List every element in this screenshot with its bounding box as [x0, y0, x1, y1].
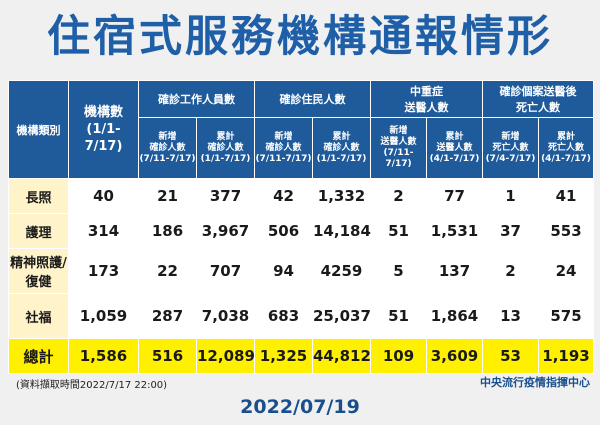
table-cell: 506 [254, 213, 313, 249]
header-severe-group-label: 中重症 送醫人數 [404, 85, 449, 114]
table-cell: 44,812 [312, 338, 371, 374]
table-cell: 575 [538, 293, 594, 339]
table-cell: 683 [254, 293, 313, 339]
table-cell: 1,325 [254, 338, 313, 374]
header-res-total-label: 累計 確診人數 (1/1-7/17) [316, 131, 367, 164]
table-cell: 94 [254, 248, 313, 294]
table-row-total: 總計 1,586 516 12,089 1,325 44,812 109 3,6… [8, 338, 594, 374]
table-cell: 5 [370, 248, 427, 294]
header-staff-group-label: 確診工作人員數 [158, 93, 235, 106]
table-cell: 51 [370, 213, 427, 249]
table-cell: 40 [68, 178, 139, 214]
data-timestamp-note: (資料擷取時間2022/7/17 22:00) [16, 380, 168, 391]
publish-date: 2022/07/19 [240, 396, 360, 418]
header-res-total: 累計 確診人數 (1/1-7/17) [312, 117, 371, 179]
table-cell: 13 [482, 293, 539, 339]
page-title: 住宿式服務機構通報情形 [47, 12, 553, 62]
table-cell: 24 [538, 248, 594, 294]
header-sev-total: 累計 送醫人數 (4/1-7/17) [426, 117, 483, 179]
table-cell: 51 [370, 293, 427, 339]
table-cell: 707 [196, 248, 255, 294]
table-cell: 22 [138, 248, 197, 294]
header-residents-group: 確診住民人數 [254, 80, 371, 118]
table-cell: 109 [370, 338, 427, 374]
table-row: 社福 1,059 287 7,038 683 25,037 51 1,864 1… [8, 293, 594, 339]
table-cell: 53 [482, 338, 539, 374]
table-cell: 12,089 [196, 338, 255, 374]
header-staff-new-label: 新增 確診人數 (7/11-7/17) [139, 131, 196, 164]
table-cell: 1,332 [312, 178, 371, 214]
header-deaths-group: 確診個案送醫後 死亡人數 [482, 80, 594, 118]
table-cell: 2 [370, 178, 427, 214]
header-death-total-label: 累計 死亡人數 (4/1-7/17) [541, 131, 591, 164]
header-staff-total: 累計 確診人數 (1/1-7/17) [196, 117, 255, 179]
table-cell: 7,038 [196, 293, 255, 339]
header-death-new-label: 新增 死亡人數 (7/4-7/17) [485, 131, 536, 164]
table-cell: 516 [138, 338, 197, 374]
table-cell: 287 [138, 293, 197, 339]
header-severe-group: 中重症 送醫人數 [370, 80, 483, 118]
source-label: 中央流行疫情指揮中心 [480, 376, 590, 389]
table-cell: 77 [426, 178, 483, 214]
table-cell: 186 [138, 213, 197, 249]
header-category: 機構類別 [8, 80, 69, 179]
table-cell: 3,967 [196, 213, 255, 249]
header-deaths-group-label: 確診個案送醫後 死亡人數 [499, 85, 577, 114]
table-cell: 21 [138, 178, 197, 214]
header-institutions: 機構數 (1/1-7/17) [68, 80, 139, 179]
row-category: 護理 [8, 213, 69, 249]
table-row: 護理 314 186 3,967 506 14,184 51 1,531 37 … [8, 213, 594, 249]
table-cell: 3,609 [426, 338, 483, 374]
header-staff-total-label: 累計 確診人數 (1/1-7/17) [200, 131, 251, 164]
table-cell: 2 [482, 248, 539, 294]
row-category: 社福 [8, 293, 69, 339]
header-residents-group-label: 確診住民人數 [279, 93, 346, 106]
table-cell: 314 [68, 213, 139, 249]
table-cell: 553 [538, 213, 594, 249]
table-cell: 4259 [312, 248, 371, 294]
table-cell: 37 [482, 213, 539, 249]
row-category: 總計 [8, 338, 69, 374]
header-staff-new: 新增 確診人數 (7/11-7/17) [138, 117, 197, 179]
table-cell: 173 [68, 248, 139, 294]
header-death-total: 累計 死亡人數 (4/1-7/17) [538, 117, 594, 179]
table-cell: 1,864 [426, 293, 483, 339]
table-cell: 1 [482, 178, 539, 214]
table-cell: 1,531 [426, 213, 483, 249]
header-death-new: 新增 死亡人數 (7/4-7/17) [482, 117, 539, 179]
table-cell: 1,059 [68, 293, 139, 339]
table-row: 長照 40 21 377 42 1,332 2 77 1 41 [8, 178, 594, 214]
table-cell: 1,193 [538, 338, 594, 374]
header-sev-new: 新增 送醫人數 (7/11-7/17) [370, 117, 427, 179]
table-cell: 42 [254, 178, 313, 214]
table-cell: 14,184 [312, 213, 371, 249]
header-category-label: 機構類別 [16, 123, 61, 137]
table-cell: 377 [196, 178, 255, 214]
header-sev-total-label: 累計 送醫人數 (4/1-7/17) [429, 131, 480, 164]
row-category: 長照 [8, 178, 69, 214]
table-cell: 137 [426, 248, 483, 294]
header-sev-new-label: 新增 送醫人數 (7/11-7/17) [380, 126, 417, 169]
header-staff-group: 確診工作人員數 [138, 80, 255, 118]
header-institutions-label: 機構數 (1/1-7/17) [83, 105, 123, 154]
table-row: 精神照護/ 復健 173 22 707 94 4259 5 137 2 24 [8, 248, 594, 294]
header-res-new: 新增 確診人數 (7/11-7/17) [254, 117, 313, 179]
statistics-table: 機構類別 機構數 (1/1-7/17) 確診工作人員數 確診住民人數 中重症 送… [8, 80, 594, 374]
table-cell: 25,037 [312, 293, 371, 339]
header-res-new-label: 新增 確診人數 (7/11-7/17) [255, 131, 312, 164]
row-category: 精神照護/ 復健 [8, 248, 69, 294]
table-cell: 41 [538, 178, 594, 214]
table-cell: 1,586 [68, 338, 139, 374]
